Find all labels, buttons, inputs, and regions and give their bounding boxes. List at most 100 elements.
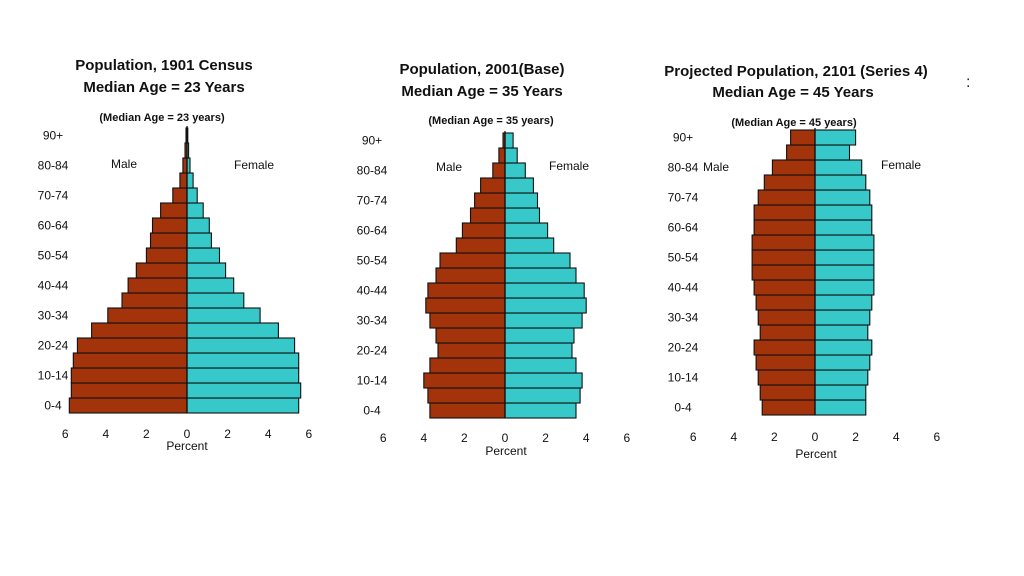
bar-female-20-24 <box>186 337 296 354</box>
chart-subtitle: Median Age = 23 Years <box>83 79 244 96</box>
bar-male-90+ <box>790 129 816 146</box>
bar-male-70-74 <box>172 187 188 204</box>
x-tick-label: 6 <box>623 431 630 445</box>
bar-female-10-14 <box>814 369 869 386</box>
age-tick-label: 0-4 <box>674 401 692 415</box>
bar-male-55-59 <box>751 234 816 251</box>
bar-female-75-79 <box>814 174 867 191</box>
bar-female-10-14 <box>504 372 583 389</box>
age-tick-label: 20-24 <box>38 339 69 353</box>
bar-female-40-44 <box>814 279 875 296</box>
bar-female-15-19 <box>504 357 577 374</box>
x-tick-label: 6 <box>305 427 312 441</box>
bar-female-15-19 <box>186 352 300 369</box>
bar-female-40-44 <box>186 277 235 294</box>
bar-male-5-9 <box>427 387 506 404</box>
bar-female-40-44 <box>504 282 585 299</box>
bar-female-90+ <box>814 129 857 146</box>
age-tick-label: 40-44 <box>38 279 69 293</box>
female-label: Female <box>549 159 589 173</box>
bar-female-85-89 <box>504 147 518 164</box>
bar-male-0-4 <box>761 399 816 416</box>
bar-female-80-84 <box>814 159 863 176</box>
bar-female-35-39 <box>504 297 587 314</box>
chart-subtitle: Median Age = 35 Years <box>401 83 562 100</box>
age-tick-label: 50-54 <box>357 254 388 268</box>
age-tick-label: 70-74 <box>357 194 388 208</box>
bar-female-25-29 <box>504 327 575 344</box>
bar-male-25-29 <box>759 324 816 341</box>
bar-female-35-39 <box>814 294 873 311</box>
x-tick-label: 2 <box>461 431 468 445</box>
bar-male-25-29 <box>435 327 506 344</box>
bar-male-30-34 <box>107 307 188 324</box>
male-label: Male <box>703 160 729 174</box>
bar-female-55-59 <box>504 237 555 254</box>
age-tick-label: 90+ <box>43 129 63 143</box>
chart-title: Population, 1901 Census <box>75 57 253 74</box>
age-tick-label: 50-54 <box>38 249 69 263</box>
age-tick-label: 80-84 <box>357 164 388 178</box>
bar-male-15-19 <box>755 354 816 371</box>
bar-female-30-34 <box>814 309 871 326</box>
age-tick-label: 40-44 <box>668 281 699 295</box>
bar-female-90+ <box>504 132 514 149</box>
bar-male-20-24 <box>76 337 188 354</box>
bar-female-15-19 <box>814 354 871 371</box>
bar-male-55-59 <box>455 237 506 254</box>
bar-male-50-54 <box>751 249 816 266</box>
bar-female-60-64 <box>814 219 873 236</box>
bar-male-40-44 <box>753 279 816 296</box>
x-tick-label: 2 <box>143 427 150 441</box>
age-tick-label: 80-84 <box>38 159 69 173</box>
age-tick-label: 50-54 <box>668 251 699 265</box>
bar-male-20-24 <box>437 342 506 359</box>
age-tick-label: 30-34 <box>668 311 699 325</box>
bar-male-65-69 <box>469 207 506 224</box>
bar-female-45-49 <box>814 264 875 281</box>
bar-male-15-19 <box>72 352 188 369</box>
bar-male-80-84 <box>771 159 816 176</box>
bar-male-10-14 <box>423 372 506 389</box>
bar-female-55-59 <box>814 234 875 251</box>
bar-female-5-9 <box>814 384 867 401</box>
bar-male-15-19 <box>429 357 506 374</box>
x-tick-label: 2 <box>852 430 859 444</box>
bar-male-20-24 <box>753 339 816 356</box>
female-label: Female <box>881 158 921 172</box>
chart-title: Projected Population, 2101 (Series 4) <box>664 63 927 80</box>
bar-male-60-64 <box>151 217 188 234</box>
bar-female-75-79 <box>504 177 534 194</box>
age-tick-label: 20-24 <box>357 344 388 358</box>
stray-mark: : <box>966 74 971 91</box>
age-tick-label: 70-74 <box>668 191 699 205</box>
bar-male-0-4 <box>429 402 506 419</box>
bar-female-5-9 <box>504 387 581 404</box>
age-tick-label: 40-44 <box>357 284 388 298</box>
bar-male-35-39 <box>425 297 506 314</box>
x-tick-label: 6 <box>933 430 940 444</box>
median-note: (Median Age = 45 years) <box>731 117 857 129</box>
bar-female-55-59 <box>186 232 212 249</box>
x-tick-label: 6 <box>62 427 69 441</box>
x-tick-label: 2 <box>771 430 778 444</box>
bar-female-65-69 <box>504 207 541 224</box>
bar-male-10-14 <box>70 367 188 384</box>
bar-male-70-74 <box>757 189 816 206</box>
age-tick-label: 90+ <box>673 131 693 145</box>
bar-female-30-34 <box>186 307 261 324</box>
x-tick-label: 4 <box>102 427 109 441</box>
bar-male-5-9 <box>759 384 816 401</box>
bar-female-65-69 <box>186 202 204 219</box>
female-label: Female <box>234 158 274 172</box>
bar-female-25-29 <box>814 324 869 341</box>
bar-male-75-79 <box>179 172 188 189</box>
bar-female-50-54 <box>504 252 571 269</box>
age-tick-label: 60-64 <box>668 221 699 235</box>
bar-male-35-39 <box>755 294 816 311</box>
x-axis-label: Percent <box>795 447 837 461</box>
bar-female-60-64 <box>504 222 549 239</box>
bar-male-65-69 <box>160 202 188 219</box>
x-tick-label: 2 <box>224 427 231 441</box>
x-axis-label: Percent <box>166 439 208 453</box>
